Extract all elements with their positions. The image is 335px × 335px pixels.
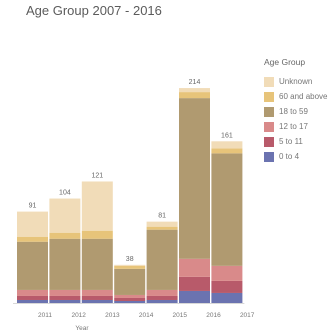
bar-segment-1-4 xyxy=(114,300,146,303)
bar-segment-1-2 xyxy=(49,299,81,303)
total-label-5: 81 xyxy=(158,213,166,220)
legend-swatch xyxy=(264,121,274,132)
labels-layer: 91 104 121 38 81 214 161 xyxy=(29,79,233,263)
bar-segment-5-1 xyxy=(17,236,48,242)
chart-title: Age Group 2007 - 2016 xyxy=(26,3,162,18)
legend-item-4[interactable]: 12 to 17 xyxy=(264,119,335,134)
bar-segment-4-5 xyxy=(146,229,178,290)
bar-segment-5-7 xyxy=(211,148,243,154)
bar-segment-2-1 xyxy=(17,295,48,300)
bar-segment-3-6 xyxy=(179,258,210,277)
legend-item-5[interactable]: 5 to 11 xyxy=(264,134,335,149)
bar-segment-2-5 xyxy=(146,295,178,300)
bar-segment-3-3 xyxy=(81,289,113,296)
legend-items: Unknown 60 and above 18 to 59 12 to 17 5 to … xyxy=(264,74,335,164)
legend-label: 60 and above xyxy=(279,92,328,101)
legend-item-6[interactable]: 0 to 4 xyxy=(264,149,335,164)
x-tick-label-4: 2014 xyxy=(139,312,154,319)
bar-segment-4-6 xyxy=(179,98,210,259)
bar-segment-2-4 xyxy=(114,297,146,301)
bar-segment-6-2 xyxy=(49,198,81,233)
legend-swatch xyxy=(264,76,274,87)
legend-label: 18 to 59 xyxy=(279,107,308,116)
bar-segment-6-1 xyxy=(17,211,48,237)
bar-segment-4-4 xyxy=(114,268,146,295)
x-tick-label-1: 2011 xyxy=(38,312,52,319)
bar-segment-6-3 xyxy=(81,181,113,231)
legend-swatch xyxy=(264,91,274,102)
x-tick-label-2: 2012 xyxy=(71,312,86,319)
bar-segment-1-5 xyxy=(146,299,178,303)
legend-label: 12 to 17 xyxy=(279,122,308,131)
total-label-1: 91 xyxy=(29,203,37,210)
bar-segment-2-2 xyxy=(49,295,81,300)
bar-segment-5-2 xyxy=(49,232,81,239)
legend-swatch xyxy=(264,106,274,117)
bar-segment-3-2 xyxy=(49,289,81,296)
legend-item-1[interactable]: Unknown xyxy=(264,74,335,89)
x-tick-label-7: 2017 xyxy=(240,312,255,319)
legend-label: 0 to 4 xyxy=(279,152,300,161)
bar-segment-2-3 xyxy=(81,295,113,300)
bar-segment-4-3 xyxy=(81,238,113,290)
legend: Age Group Unknown 60 and above 18 to 59 12 … xyxy=(264,57,335,164)
bar-segment-4-7 xyxy=(211,153,243,266)
bar-segment-1-7 xyxy=(211,292,243,303)
x-axis-title: Year xyxy=(75,325,89,332)
legend-label: 5 to 11 xyxy=(279,137,303,146)
total-label-4: 38 xyxy=(126,256,134,263)
bar-segment-5-4 xyxy=(114,265,146,269)
total-label-7: 161 xyxy=(221,132,233,139)
bar-segment-5-3 xyxy=(81,230,113,239)
x-axis: 2011 2012 2013 2014 2015 2016 2017 Year xyxy=(13,303,255,332)
legend-swatch xyxy=(264,151,274,162)
legend-title: Age Group xyxy=(264,57,306,67)
bar-segment-5-5 xyxy=(146,226,178,230)
bar-segment-4-2 xyxy=(49,238,81,290)
legend-swatch xyxy=(264,136,274,147)
bar-segment-4-1 xyxy=(17,241,48,290)
bar-segment-3-7 xyxy=(211,265,243,281)
legend-item-3[interactable]: 18 to 59 xyxy=(264,104,335,119)
bar-segment-3-1 xyxy=(17,289,48,296)
x-tick-label-3: 2013 xyxy=(105,312,120,319)
total-label-3: 121 xyxy=(91,172,103,179)
bar-segment-6-7 xyxy=(211,141,243,149)
bar-segment-3-5 xyxy=(146,289,178,296)
x-tick-label-5: 2015 xyxy=(173,312,188,319)
bar-segment-6-4 xyxy=(114,264,146,266)
bar-segment-2-6 xyxy=(179,276,210,291)
total-label-2: 104 xyxy=(59,190,71,197)
bar-segment-5-6 xyxy=(179,92,210,99)
bar-segment-1-3 xyxy=(81,299,113,303)
legend-item-2[interactable]: 60 and above xyxy=(264,89,335,104)
x-tick-label-6: 2016 xyxy=(206,312,221,319)
bar-segment-2-7 xyxy=(211,280,243,293)
title-text: Age Group 2007 - 2016 xyxy=(26,3,162,18)
bar-segment-6-5 xyxy=(146,221,178,227)
total-label-6: 214 xyxy=(189,79,201,86)
bars-layer xyxy=(17,88,243,303)
bar-segment-1-1 xyxy=(17,299,48,303)
bar-segment-3-4 xyxy=(114,294,146,298)
bar-segment-6-6 xyxy=(179,88,210,93)
bar-segment-1-6 xyxy=(179,290,210,303)
legend-label: Unknown xyxy=(279,77,313,86)
